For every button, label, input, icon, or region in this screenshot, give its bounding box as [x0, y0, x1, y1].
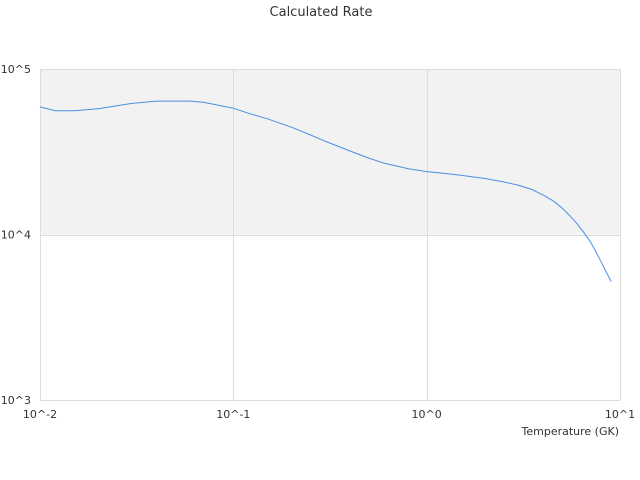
- y-tick-labels: 10^3 10^4 10^5: [1, 63, 31, 407]
- rate-series-line: [39, 100, 612, 282]
- gridlines: [40, 69, 621, 401]
- x-tick-label: 10^-2: [23, 408, 57, 421]
- chart-title: Calculated Rate: [270, 5, 373, 20]
- x-tick-label: 10^1: [605, 408, 635, 421]
- x-axis-label: Temperature (GK): [521, 425, 620, 438]
- y-tick-label: 10^4: [1, 229, 31, 242]
- x-tick-label: 10^-1: [216, 408, 250, 421]
- y-tick-label: 10^3: [1, 394, 31, 407]
- x-tick-labels: 10^-2 10^-1 10^0 10^1: [23, 408, 635, 421]
- x-tick-label: 10^0: [412, 408, 442, 421]
- decade-band: [40, 69, 620, 235]
- y-tick-label: 10^5: [1, 63, 31, 76]
